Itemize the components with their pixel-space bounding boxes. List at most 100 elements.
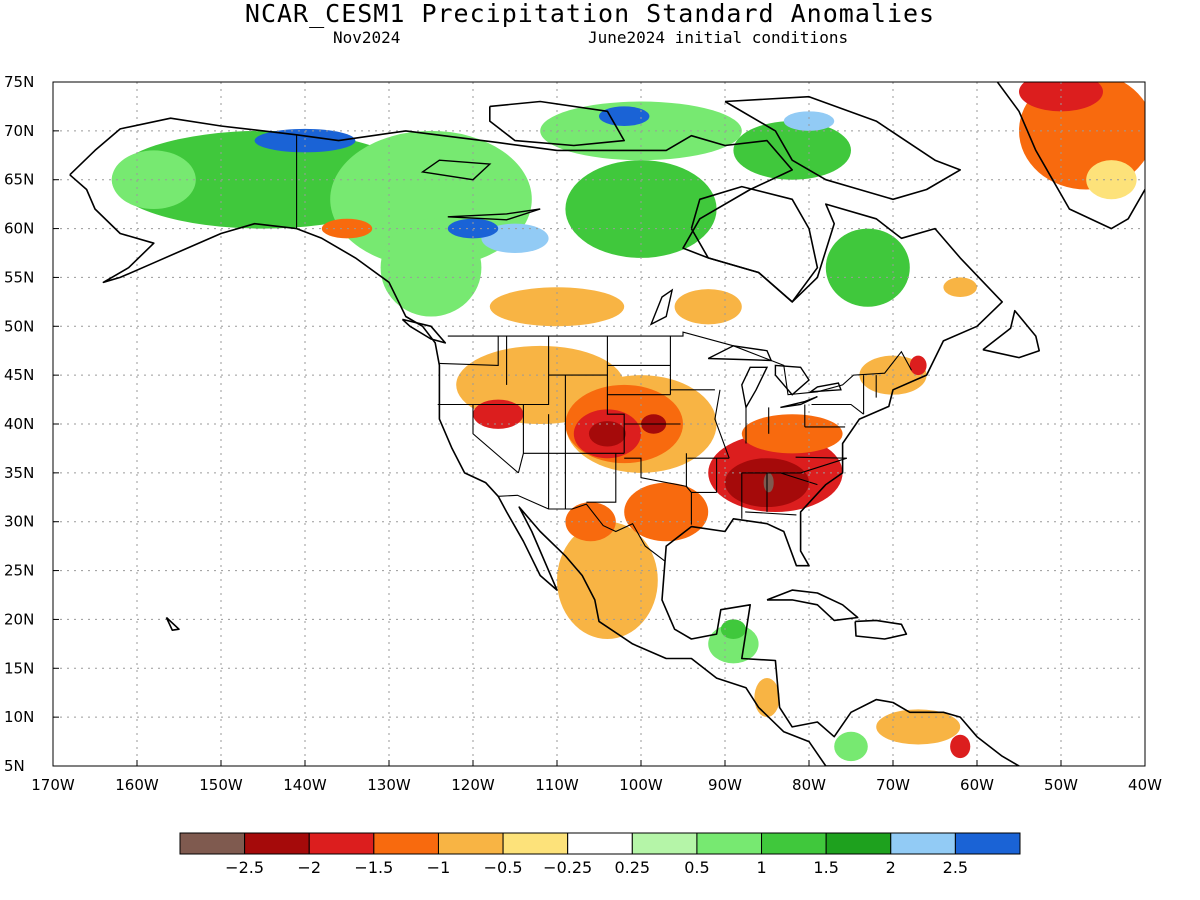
latitude-axis: 75N 70N 65N 60N 55N 50N 45N 40N 35N 30N 25N 20N 15N 1… [4, 73, 59, 775]
legend-label: 0.5 [684, 858, 709, 877]
border-line [498, 494, 665, 562]
border-line [472, 404, 519, 474]
anomaly-ontario-dry [674, 289, 742, 325]
lon-tick-label: 60W [960, 776, 994, 794]
border-line [447, 331, 912, 396]
coastline-vancouver-island [401, 318, 447, 344]
coastline-hudson-bay [690, 185, 819, 303]
coastline-baffin [724, 95, 962, 201]
anomaly-nevada-dry [473, 399, 524, 429]
anomaly-greenland-red [1019, 82, 1103, 112]
coastline-greenland [996, 82, 1145, 230]
lat-tick-label: 35N [4, 464, 34, 482]
lat-tick-label: 5N [4, 757, 25, 775]
lake-outline [420, 159, 492, 181]
anomaly-venezuela-dry [876, 709, 961, 745]
legend-label: −2 [297, 858, 321, 877]
lake-outline [774, 364, 810, 396]
lon-tick-label: 140W [283, 776, 327, 794]
legend-label: −2.5 [225, 858, 264, 877]
lat-tick-label: 50N [4, 317, 34, 335]
anomaly-nicaragua-dry [754, 678, 780, 718]
border-line [685, 453, 692, 525]
anomaly-northern-canada-light-blue [481, 223, 549, 253]
border-line [780, 472, 818, 486]
anomaly-yukon-very-wet [254, 128, 356, 153]
lake-outline [649, 288, 674, 326]
anomaly-maritimes-red [909, 355, 927, 376]
lat-tick-label: 45N [4, 366, 34, 384]
border-line [795, 456, 847, 459]
lat-tick-label: 60N [4, 220, 34, 238]
anomaly-georgia-extreme [763, 472, 774, 493]
valid-month-label: Nov2024 [333, 28, 401, 47]
legend-swatch [954, 832, 1021, 855]
legend-swatch [761, 832, 827, 855]
anomaly-quebec-wet [825, 228, 910, 307]
legend-swatch [631, 832, 698, 855]
lon-tick-label: 80W [792, 776, 826, 794]
lon-tick-label: 90W [708, 776, 742, 794]
anomaly-venezuela-red [950, 734, 971, 759]
anomaly-mexico-dry [557, 521, 658, 639]
lake-outline [780, 395, 818, 409]
legend-label: 1.5 [813, 858, 838, 877]
border-line [741, 457, 847, 474]
border-line [811, 403, 864, 415]
legend-swatch [244, 832, 310, 855]
lake-outline [707, 345, 773, 362]
legend-swatch [696, 832, 763, 855]
border-line [586, 453, 617, 503]
color-legend: −2.5 −2 −1.5 −1 −0.5 −0.25 0.25 0.5 1 1.5 2 2.5 [179, 832, 1021, 877]
legend-swatch [890, 832, 956, 855]
border-line [437, 336, 550, 406]
anomaly-ohio-valley-dry [741, 414, 843, 454]
legend-swatch [308, 832, 375, 855]
legend-swatch [567, 832, 633, 855]
border-line [439, 336, 499, 366]
lat-tick-label: 40N [4, 415, 34, 433]
border-line [624, 457, 688, 488]
legend-label: −0.5 [484, 858, 523, 877]
legend-label: −1.5 [354, 858, 393, 877]
anomaly-bc-wet [380, 218, 482, 317]
coastline-hispaniola [854, 619, 908, 640]
legend-label: 0.25 [614, 858, 650, 877]
lon-tick-label: 50W [1044, 776, 1078, 794]
lat-tick-label: 70N [4, 122, 34, 140]
lat-tick-label: 10N [4, 708, 34, 726]
border-line [745, 511, 797, 516]
lat-tick-label: 15N [4, 659, 34, 677]
lat-tick-label: 65N [4, 171, 34, 189]
lon-tick-label: 130W [367, 776, 411, 794]
lon-tick-label: 100W [619, 776, 663, 794]
coastline-newfoundland [982, 309, 1040, 359]
anomaly-western-alaska-wet [111, 150, 196, 210]
lat-tick-label: 30N [4, 513, 34, 531]
lon-tick-label: 160W [115, 776, 159, 794]
lat-tick-label: 55N [4, 268, 34, 286]
legend-label: 2 [886, 858, 896, 877]
anomaly-labrador-dry [943, 277, 977, 297]
legend-label: 1 [756, 858, 766, 877]
legend-swatch [179, 832, 246, 855]
anomaly-arctic-islands-blue [599, 106, 650, 126]
legend-label: −1 [427, 858, 451, 877]
gridlines [53, 82, 1145, 766]
lon-tick-label: 170W [31, 776, 75, 794]
anomaly-baffin-wet [733, 121, 851, 180]
anomaly-colombia-wet [834, 731, 868, 762]
init-conditions-label: June2024 initial conditions [588, 28, 849, 47]
lake-outline [447, 208, 541, 221]
legend-label: 2.5 [943, 858, 968, 877]
lat-tick-label: 75N [4, 73, 34, 91]
legend-swatch [825, 832, 892, 855]
border-line [714, 389, 730, 459]
legend-swatch [373, 832, 439, 855]
longitude-axis: 170W 160W 150W 140W 130W 120W 110W 100W 90W 80W 70… [31, 760, 1162, 794]
chart-title: NCAR_CESM1 Precipitation Standard Anomal… [244, 0, 936, 28]
coastline-hawaii [165, 616, 180, 632]
lake-outline [808, 382, 842, 393]
anomaly-baffin-blue [783, 111, 835, 131]
